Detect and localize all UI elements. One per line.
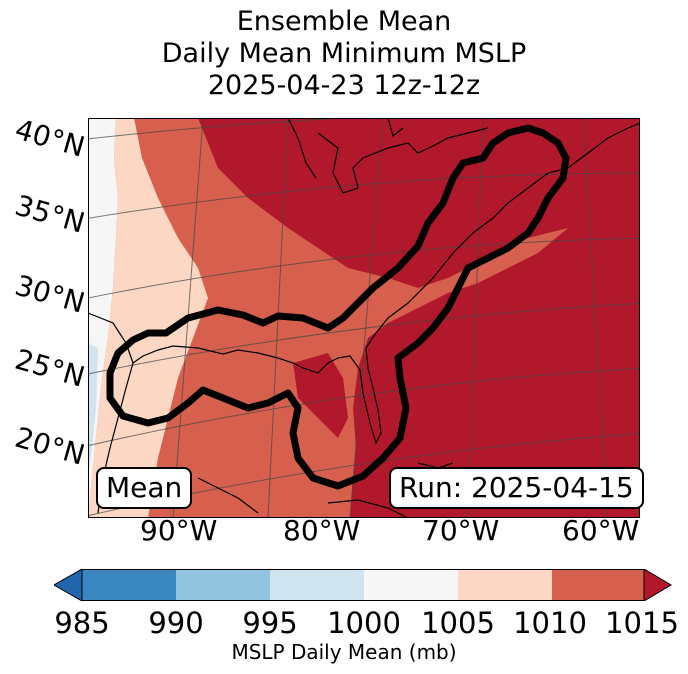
coastlines: [88, 118, 640, 518]
colorbar-tick-1015: 1015: [605, 606, 679, 640]
colorbar-extend-high: [643, 569, 672, 601]
colorbar-985-990: [82, 569, 176, 601]
title-line-2: Daily Mean Minimum MSLP: [161, 38, 527, 69]
colorbar: [54, 569, 672, 601]
lon-label-80w: 80°W: [283, 514, 361, 547]
field-1015-north: [198, 118, 640, 288]
colorbar-1010-1015: [552, 569, 644, 601]
colorbar-tick-1010: 1010: [513, 606, 587, 640]
lat-label-25: 25°N: [11, 342, 89, 394]
colorbar-tick-995: 995: [242, 606, 298, 640]
colorbar-tick-985: 985: [54, 606, 110, 640]
map-svg: [88, 118, 640, 518]
map-panel: [88, 118, 640, 518]
field-1000: [88, 118, 118, 518]
colorbar-label: MSLP Daily Mean (mb): [231, 640, 457, 664]
colorbar-1005-1010: [458, 569, 552, 601]
contour-1005: [106, 124, 570, 490]
colorbar-tick-990: 990: [148, 606, 204, 640]
colorbar-extend-low: [54, 569, 83, 601]
lat-label-40: 40°N: [11, 112, 89, 164]
colorbar-1000-1005: [364, 569, 458, 601]
colorbar-tick-1000: 1000: [327, 606, 401, 640]
lat-label-30: 30°N: [11, 268, 89, 320]
title-line-3: 2025-04-23 12z-12z: [207, 70, 481, 101]
colorbar-990-995: [176, 569, 270, 601]
title-line-1: Ensemble Mean: [236, 6, 452, 37]
field-995: [88, 343, 98, 478]
lon-label-90w: 90°W: [140, 514, 218, 547]
mean-label-box: Mean: [96, 467, 193, 509]
graticule: [88, 118, 640, 518]
lat-label-20: 20°N: [11, 420, 89, 472]
lon-label-70w: 70°W: [422, 514, 500, 547]
field-1015-gulf: [293, 353, 348, 438]
colorbar-tick-1005: 1005: [421, 606, 495, 640]
lon-label-60w: 60°W: [562, 514, 640, 547]
run-date-box: Run: 2025-04-15: [389, 467, 644, 509]
lat-label-35: 35°N: [11, 188, 89, 240]
colorbar-995-1000: [270, 569, 364, 601]
